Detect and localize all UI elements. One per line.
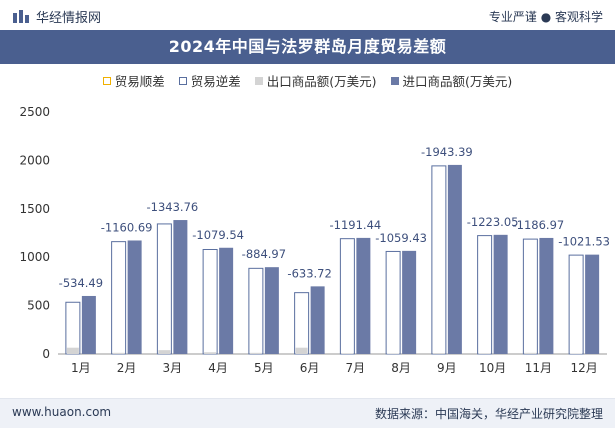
y-tick-label-5: 2500: [19, 105, 50, 119]
x-tick-label-12: 12月: [570, 361, 597, 375]
bar-export-3: [158, 350, 170, 354]
data-label-9: -1943.39: [421, 145, 473, 159]
footer: www.huaon.com 数据来源：中国海关，华经产业研究院整理: [0, 398, 615, 428]
footer-source: 数据来源：中国海关，华经产业研究院整理: [375, 405, 603, 422]
x-tick-label-4: 4月: [208, 361, 228, 375]
bar-import-3: [173, 220, 187, 354]
x-tick-label-2: 2月: [117, 361, 137, 375]
data-label-1: -534.49: [59, 276, 103, 290]
bar-deficit-10: [478, 236, 492, 354]
bar-import-8: [402, 251, 416, 354]
data-label-2: -1160.69: [101, 220, 153, 234]
data-label-8: -1059.43: [375, 231, 427, 245]
x-tick-label-8: 8月: [391, 361, 411, 375]
data-label-6: -633.72: [287, 266, 331, 280]
bar-import-9: [448, 165, 462, 354]
bar-import-2: [128, 240, 142, 354]
bar-export-6: [296, 348, 308, 354]
bar-import-10: [494, 235, 508, 354]
y-tick-label-0: 0: [42, 347, 50, 361]
bar-deficit-7: [340, 239, 354, 354]
y-tick-label-1: 500: [27, 299, 50, 313]
data-label-3: -1343.76: [147, 200, 199, 214]
bar-deficit-3: [157, 224, 171, 354]
x-tick-label-11: 11月: [525, 361, 552, 375]
x-tick-label-3: 3月: [163, 361, 183, 375]
bar-deficit-8: [386, 251, 400, 354]
bar-deficit-5: [249, 268, 263, 354]
data-label-7: -1191.44: [330, 218, 382, 232]
x-tick-label-7: 7月: [346, 361, 366, 375]
bar-export-8: [387, 353, 399, 354]
bar-import-5: [265, 267, 279, 354]
bar-deficit-11: [523, 239, 537, 354]
bar-export-1: [67, 348, 79, 354]
bar-deficit-2: [112, 242, 126, 354]
bar-deficit-9: [432, 166, 446, 354]
x-tick-label-5: 5月: [254, 361, 274, 375]
bar-import-4: [219, 248, 233, 354]
x-tick-label-10: 10月: [479, 361, 506, 375]
bar-import-7: [356, 238, 370, 354]
bar-import-6: [311, 286, 325, 354]
bar-export-4: [204, 352, 216, 354]
y-tick-label-2: 1000: [19, 250, 50, 264]
bar-export-7: [341, 353, 353, 354]
x-tick-label-9: 9月: [437, 361, 457, 375]
data-label-12: -1021.53: [558, 235, 610, 249]
bar-export-11: [524, 353, 536, 354]
data-label-5: -884.97: [242, 247, 286, 261]
data-label-10: -1223.05: [467, 215, 519, 229]
footer-url: www.huaon.com: [12, 405, 111, 419]
x-tick-label-6: 6月: [300, 361, 320, 375]
data-label-4: -1079.54: [192, 228, 244, 242]
bar-export-2: [113, 353, 125, 354]
bar-import-12: [585, 255, 599, 354]
bar-deficit-1: [66, 302, 80, 354]
bar-export-9: [433, 353, 445, 354]
bar-deficit-12: [569, 255, 583, 354]
bar-import-1: [82, 296, 96, 354]
bar-export-10: [479, 353, 491, 354]
bar-deficit-4: [203, 250, 217, 354]
data-label-11: -1186.97: [513, 218, 565, 232]
bar-export-5: [250, 353, 262, 354]
bar-deficit-6: [295, 293, 309, 354]
y-tick-label-3: 1500: [19, 202, 50, 216]
bar-import-11: [539, 238, 553, 354]
y-tick-label-4: 2000: [19, 153, 50, 167]
bar-chart: 0 500 1000 1500 2000 2500 -534.49 1月 -1160.69 2月 -…: [0, 0, 615, 398]
x-tick-label-1: 1月: [71, 361, 91, 375]
